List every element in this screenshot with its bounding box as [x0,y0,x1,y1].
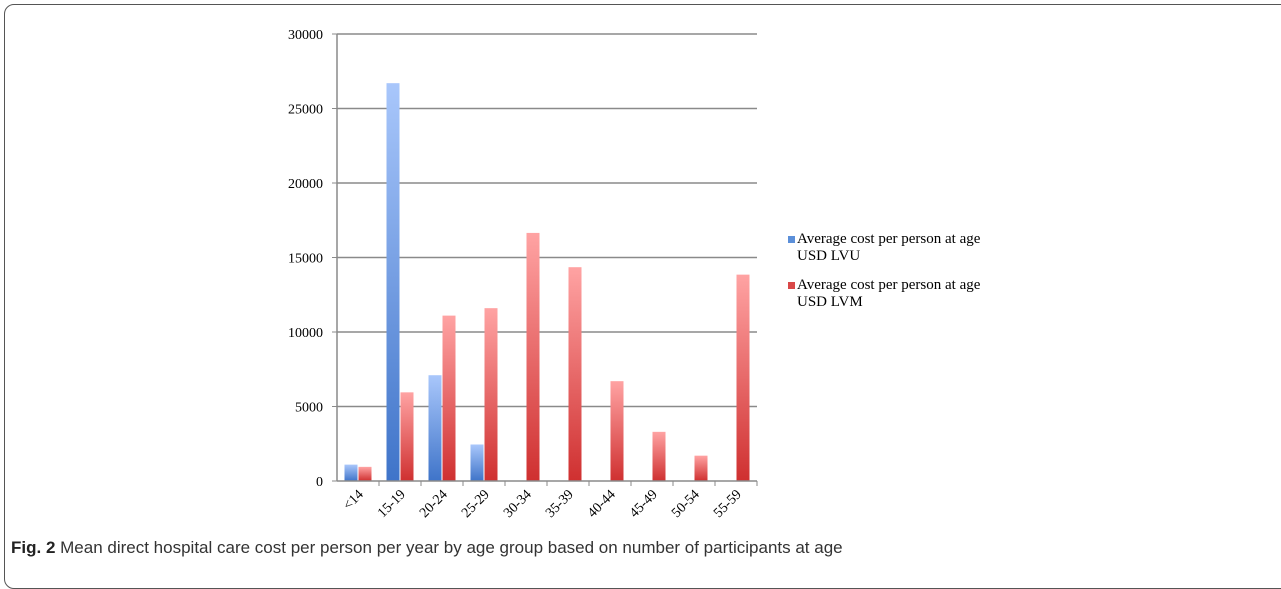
tick-labels: 0 5000 10000 15000 20000 25000 30000 <14 15-19 20… [288,28,745,521]
x-tick-label: 20-24 [417,487,451,521]
y-tick-label: 15000 [288,252,323,267]
bars [344,83,750,482]
x-tick-label: 50-54 [669,487,703,521]
bar-lvu-25-29 [470,444,484,481]
bar-lvm-40-44 [610,381,624,481]
bar-lvm-15-19 [400,392,414,481]
bar-lvu-15-19 [386,83,400,482]
caption-label: Fig. 2 [11,538,56,557]
axes [332,33,758,486]
legend-label-lvu: USD LVU [797,248,860,264]
bar-lvm-30-34 [526,232,540,481]
legend-label-lvu: Average cost per person at age [797,231,981,247]
x-tick-label: <14 [341,487,367,513]
legend-label-lvm: Average cost per person at age [797,277,981,293]
x-tick-label: 35-39 [543,487,577,521]
bar-lvm-55-59 [736,274,750,481]
bar-lvm-25-29 [484,308,498,481]
bar-lvm-50-54 [694,455,708,481]
y-tick-label: 30000 [288,28,323,43]
x-tick-label: 45-49 [627,487,661,521]
x-tick-label: 15-19 [375,487,409,521]
bar-lvu-20-24 [428,375,442,481]
legend-label-lvm: USD LVM [797,294,863,310]
bar-chart: 0 5000 10000 15000 20000 25000 30000 <14 15-19 20… [288,28,981,521]
legend-swatch-lvm [788,282,795,289]
y-tick-label: 5000 [295,401,323,416]
y-tick-label: 25000 [288,103,323,118]
caption-text: Mean direct hospital care cost per perso… [60,538,843,557]
y-tick-label: 20000 [288,177,323,192]
bar-lvm-<14 [358,466,372,481]
bar-lvu-<14 [344,464,358,481]
x-tick-label: 40-44 [585,487,619,521]
x-tick-label: 30-34 [501,487,535,521]
x-tick-label: 25-29 [459,487,493,521]
figure-caption: Fig. 2 Mean direct hospital care cost pe… [11,538,1271,558]
y-tick-label: 10000 [288,326,323,341]
bar-lvm-35-39 [568,267,582,481]
y-tick-label: 0 [316,475,323,490]
bar-lvm-45-49 [652,431,666,481]
x-tick-label: 55-59 [711,487,745,521]
bar-lvm-20-24 [442,315,456,481]
legend-swatch-lvu [788,236,795,243]
grid-lines [337,33,757,408]
